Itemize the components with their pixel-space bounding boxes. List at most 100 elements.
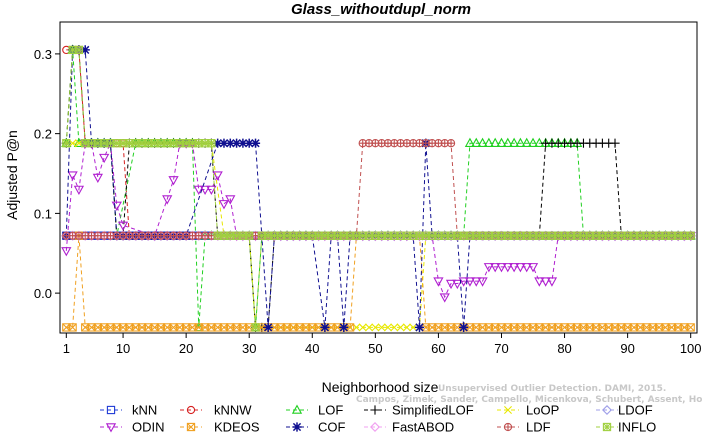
data-point-odin: [225, 195, 236, 205]
data-point-cof: [80, 45, 90, 55]
legend-marker-knn: [106, 405, 116, 415]
legend-marker-ldf: [503, 422, 513, 432]
data-point-odin: [496, 263, 507, 273]
x-tick-label: 40: [305, 341, 319, 356]
data-point-loop: [358, 323, 367, 332]
legend-item-inflo: INFLO: [596, 420, 656, 434]
data-point-odin: [99, 153, 110, 164]
legend-marker-kdeos: [186, 422, 196, 432]
y-tick-label: 0.1: [34, 206, 52, 221]
data-point-odin: [534, 277, 545, 287]
data-point-cof: [339, 322, 349, 333]
data-point-odin: [61, 247, 72, 257]
y-tick-label: 0.3: [34, 47, 52, 62]
legend-marker-lof: [291, 404, 303, 414]
legend-label: LDOF: [618, 403, 653, 418]
legend-item-ldf: LDF: [497, 420, 551, 434]
legend-item-fastabod: FastABOD: [364, 420, 454, 434]
data-point-odin: [483, 263, 495, 273]
data-point-loop: [371, 323, 380, 332]
legend-item-ldof: LDOF: [596, 403, 653, 418]
data-point-odin: [508, 263, 520, 273]
y-tick-label: 0.2: [34, 127, 52, 142]
watermark-line-2: Campos, Zimek, Sander, Campello, Micenko…: [356, 395, 702, 405]
x-tick-label: 70: [494, 341, 508, 356]
x-axis-label: Neighborhood size: [322, 379, 439, 395]
data-point-odin: [199, 185, 211, 195]
data-point-odin: [439, 293, 450, 303]
legend-label: ODIN: [132, 420, 165, 434]
data-point-odin: [445, 279, 457, 290]
data-point-odin: [477, 277, 488, 287]
chart-title: Glass_withoutdupl_norm: [291, 1, 471, 18]
data-point-inflo: [251, 323, 260, 332]
data-point-cof: [219, 138, 229, 148]
data-point-kdeos: [686, 323, 695, 332]
data-point-lof: [483, 137, 495, 147]
data-point-loop: [383, 323, 392, 332]
data-point-odin: [540, 277, 551, 287]
data-point-odin: [546, 277, 558, 287]
legend-marker-fastabod: [370, 422, 380, 432]
legend-item-cof: COF: [286, 420, 346, 434]
data-point-odin: [490, 263, 501, 273]
data-point-cof: [213, 138, 223, 148]
data-point-odin: [458, 277, 469, 287]
legend-marker-cof: [292, 422, 302, 432]
data-point-odin: [471, 277, 482, 287]
legend-label: INFLO: [618, 420, 656, 434]
legend-marker-loop: [504, 406, 512, 414]
data-point-odin: [452, 279, 463, 290]
legend-label: kNNW: [214, 403, 252, 418]
data-point-cof: [320, 322, 330, 333]
data-point-odin: [206, 185, 217, 195]
data-point-odin: [464, 277, 476, 287]
legend-marker-inflo: [602, 422, 612, 432]
legend-label: LDF: [526, 420, 551, 434]
legend-item-knnw: kNNW: [180, 403, 252, 418]
series-layer: [61, 44, 696, 333]
data-point-loop: [377, 323, 386, 332]
data-point-odin: [515, 263, 526, 273]
data-point-odin: [502, 263, 513, 273]
data-point-odin: [92, 173, 103, 184]
x-tick-label: 10: [116, 341, 130, 356]
legend-label: LOF: [318, 403, 343, 418]
legend-marker-simplifiedlof: [370, 405, 380, 415]
legend-marker-ldof: [602, 405, 612, 415]
data-point-lof: [464, 137, 476, 147]
data-point-loop: [402, 323, 411, 332]
data-point-odin: [218, 200, 230, 210]
data-point-lof: [73, 137, 85, 147]
data-point-cof: [238, 138, 248, 148]
legend: kNN kNNW LOF SimplifiedLOF LoOP LDOF ODIN KDEOS…: [100, 403, 656, 434]
legend-label: LoOP: [526, 403, 559, 418]
x-tick-label: 20: [179, 341, 193, 356]
data-point-cof: [225, 138, 235, 148]
legend-label: FastABOD: [392, 420, 454, 434]
data-point-inflo: [62, 139, 71, 148]
data-point-cof: [231, 138, 242, 148]
data-point-loop: [409, 323, 418, 332]
legend-marker-odin: [105, 423, 117, 433]
y-axis-label: Adjusted P@n: [4, 130, 20, 220]
y-tick-label: 0.0: [34, 286, 52, 301]
data-point-kdeos: [68, 323, 77, 332]
series-inflo: [62, 45, 695, 332]
x-tick-label: 90: [620, 341, 634, 356]
legend-item-lof: LOF: [286, 403, 343, 418]
data-point-odin: [162, 195, 173, 205]
legend-item-odin: ODIN: [100, 420, 165, 434]
data-point-odin: [521, 263, 532, 273]
data-point-inflo: [74, 45, 84, 55]
legend-item-loop: LoOP: [497, 403, 559, 418]
x-tick-label: 30: [242, 341, 256, 356]
data-point-loop: [396, 323, 405, 332]
data-point-loop: [390, 323, 399, 332]
data-point-cof: [414, 322, 425, 333]
data-point-odin: [67, 171, 78, 181]
data-point-lof: [490, 137, 501, 147]
legend-marker-knnw: [186, 405, 196, 415]
